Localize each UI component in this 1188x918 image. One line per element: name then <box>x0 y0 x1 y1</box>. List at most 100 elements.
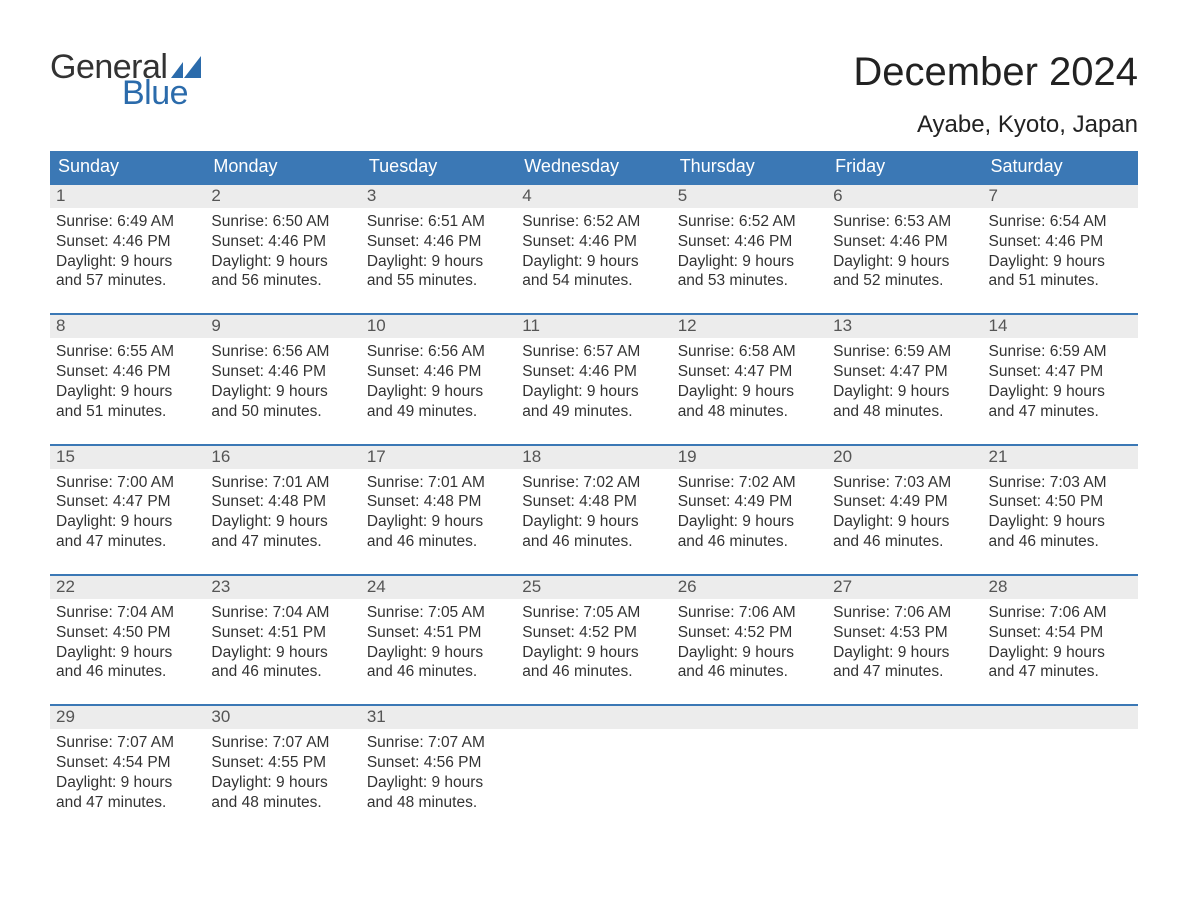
daylight-line-2: and 47 minutes. <box>833 662 976 682</box>
sunrise-line: Sunrise: 6:55 AM <box>56 342 199 362</box>
day-cell: 3Sunrise: 6:51 AMSunset: 4:46 PMDaylight… <box>361 185 516 295</box>
daylight-line-2: and 48 minutes. <box>678 402 821 422</box>
day-cell: 29Sunrise: 7:07 AMSunset: 4:54 PMDayligh… <box>50 706 205 816</box>
day-cell: 22Sunrise: 7:04 AMSunset: 4:50 PMDayligh… <box>50 576 205 686</box>
weekday-header: Thursday <box>672 151 827 183</box>
daylight-line-2: and 47 minutes. <box>56 532 199 552</box>
day-number: 1 <box>50 185 205 208</box>
sunset-line: Sunset: 4:48 PM <box>522 492 665 512</box>
day-details: Sunrise: 6:53 AMSunset: 4:46 PMDaylight:… <box>827 208 982 295</box>
day-details: Sunrise: 7:00 AMSunset: 4:47 PMDaylight:… <box>50 469 205 556</box>
sunset-line: Sunset: 4:46 PM <box>678 232 821 252</box>
daylight-line-1: Daylight: 9 hours <box>211 382 354 402</box>
day-details: Sunrise: 6:58 AMSunset: 4:47 PMDaylight:… <box>672 338 827 425</box>
weekday-header-row: SundayMondayTuesdayWednesdayThursdayFrid… <box>50 151 1138 183</box>
daylight-line-2: and 57 minutes. <box>56 271 199 291</box>
day-details: Sunrise: 6:59 AMSunset: 4:47 PMDaylight:… <box>827 338 982 425</box>
daylight-line-2: and 55 minutes. <box>367 271 510 291</box>
day-cell: 23Sunrise: 7:04 AMSunset: 4:51 PMDayligh… <box>205 576 360 686</box>
day-number: 25 <box>516 576 671 599</box>
week-row: 1Sunrise: 6:49 AMSunset: 4:46 PMDaylight… <box>50 183 1138 295</box>
sunset-line: Sunset: 4:49 PM <box>833 492 976 512</box>
daylight-line-2: and 48 minutes. <box>833 402 976 422</box>
day-cell: 19Sunrise: 7:02 AMSunset: 4:49 PMDayligh… <box>672 446 827 556</box>
day-cell: 31Sunrise: 7:07 AMSunset: 4:56 PMDayligh… <box>361 706 516 816</box>
sunrise-line: Sunrise: 6:50 AM <box>211 212 354 232</box>
day-details: Sunrise: 6:49 AMSunset: 4:46 PMDaylight:… <box>50 208 205 295</box>
daylight-line-2: and 46 minutes. <box>211 662 354 682</box>
day-details: Sunrise: 6:52 AMSunset: 4:46 PMDaylight:… <box>672 208 827 295</box>
day-cell: 16Sunrise: 7:01 AMSunset: 4:48 PMDayligh… <box>205 446 360 556</box>
day-details: Sunrise: 7:05 AMSunset: 4:51 PMDaylight:… <box>361 599 516 686</box>
day-number: 7 <box>983 185 1138 208</box>
sunrise-line: Sunrise: 6:56 AM <box>211 342 354 362</box>
day-number: 26 <box>672 576 827 599</box>
day-details: Sunrise: 7:03 AMSunset: 4:49 PMDaylight:… <box>827 469 982 556</box>
day-number: 13 <box>827 315 982 338</box>
daylight-line-1: Daylight: 9 hours <box>56 643 199 663</box>
daylight-line-1: Daylight: 9 hours <box>833 252 976 272</box>
sunset-line: Sunset: 4:50 PM <box>989 492 1132 512</box>
daylight-line-1: Daylight: 9 hours <box>367 252 510 272</box>
day-number: 23 <box>205 576 360 599</box>
day-cell <box>516 706 671 816</box>
daylight-line-1: Daylight: 9 hours <box>211 643 354 663</box>
daylight-line-1: Daylight: 9 hours <box>522 252 665 272</box>
sunrise-line: Sunrise: 6:52 AM <box>522 212 665 232</box>
daylight-line-1: Daylight: 9 hours <box>56 382 199 402</box>
sunset-line: Sunset: 4:47 PM <box>989 362 1132 382</box>
sunrise-line: Sunrise: 6:59 AM <box>989 342 1132 362</box>
day-number: 17 <box>361 446 516 469</box>
day-number: 27 <box>827 576 982 599</box>
day-cell: 12Sunrise: 6:58 AMSunset: 4:47 PMDayligh… <box>672 315 827 425</box>
day-cell: 18Sunrise: 7:02 AMSunset: 4:48 PMDayligh… <box>516 446 671 556</box>
sunrise-line: Sunrise: 7:04 AM <box>56 603 199 623</box>
day-details: Sunrise: 7:04 AMSunset: 4:50 PMDaylight:… <box>50 599 205 686</box>
daylight-line-1: Daylight: 9 hours <box>989 512 1132 532</box>
day-number: 10 <box>361 315 516 338</box>
sunset-line: Sunset: 4:50 PM <box>56 623 199 643</box>
day-number <box>983 706 1138 729</box>
day-number: 6 <box>827 185 982 208</box>
sunrise-line: Sunrise: 7:05 AM <box>367 603 510 623</box>
daylight-line-2: and 46 minutes. <box>833 532 976 552</box>
daylight-line-2: and 47 minutes. <box>989 402 1132 422</box>
daylight-line-2: and 47 minutes. <box>989 662 1132 682</box>
daylight-line-2: and 53 minutes. <box>678 271 821 291</box>
daylight-line-1: Daylight: 9 hours <box>211 773 354 793</box>
day-details: Sunrise: 7:01 AMSunset: 4:48 PMDaylight:… <box>205 469 360 556</box>
day-details: Sunrise: 6:54 AMSunset: 4:46 PMDaylight:… <box>983 208 1138 295</box>
day-number: 8 <box>50 315 205 338</box>
sunrise-line: Sunrise: 7:02 AM <box>522 473 665 493</box>
daylight-line-1: Daylight: 9 hours <box>989 252 1132 272</box>
day-details: Sunrise: 7:01 AMSunset: 4:48 PMDaylight:… <box>361 469 516 556</box>
daylight-line-1: Daylight: 9 hours <box>367 773 510 793</box>
daylight-line-2: and 46 minutes. <box>56 662 199 682</box>
daylight-line-2: and 48 minutes. <box>211 793 354 813</box>
daylight-line-2: and 56 minutes. <box>211 271 354 291</box>
day-cell: 4Sunrise: 6:52 AMSunset: 4:46 PMDaylight… <box>516 185 671 295</box>
sunrise-line: Sunrise: 7:04 AM <box>211 603 354 623</box>
weekday-header: Saturday <box>983 151 1138 183</box>
day-number: 2 <box>205 185 360 208</box>
sunrise-line: Sunrise: 6:56 AM <box>367 342 510 362</box>
daylight-line-2: and 46 minutes. <box>522 532 665 552</box>
daylight-line-2: and 46 minutes. <box>989 532 1132 552</box>
sunset-line: Sunset: 4:47 PM <box>678 362 821 382</box>
sunrise-line: Sunrise: 6:49 AM <box>56 212 199 232</box>
daylight-line-2: and 52 minutes. <box>833 271 976 291</box>
day-details: Sunrise: 6:56 AMSunset: 4:46 PMDaylight:… <box>361 338 516 425</box>
day-cell: 30Sunrise: 7:07 AMSunset: 4:55 PMDayligh… <box>205 706 360 816</box>
day-number: 28 <box>983 576 1138 599</box>
day-number: 20 <box>827 446 982 469</box>
sunset-line: Sunset: 4:52 PM <box>522 623 665 643</box>
day-number: 9 <box>205 315 360 338</box>
day-cell: 7Sunrise: 6:54 AMSunset: 4:46 PMDaylight… <box>983 185 1138 295</box>
daylight-line-2: and 47 minutes. <box>56 793 199 813</box>
sunset-line: Sunset: 4:52 PM <box>678 623 821 643</box>
weekday-header: Monday <box>205 151 360 183</box>
day-number: 19 <box>672 446 827 469</box>
daylight-line-1: Daylight: 9 hours <box>56 773 199 793</box>
sunset-line: Sunset: 4:46 PM <box>211 232 354 252</box>
sunrise-line: Sunrise: 7:07 AM <box>56 733 199 753</box>
